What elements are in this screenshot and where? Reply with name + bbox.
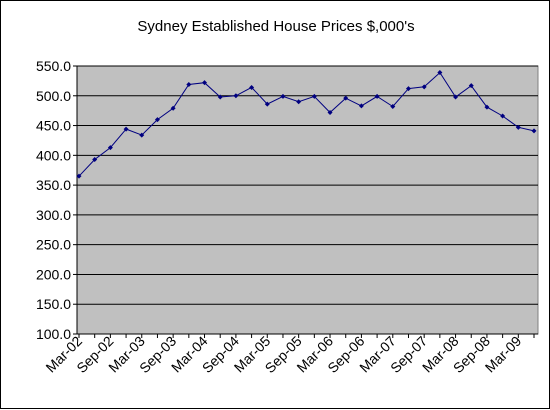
data-point [468,83,474,89]
data-point [421,84,427,90]
x-axis-ticks: Mar-02Sep-02Mar-03Sep-03Mar-04Sep-04Mar-… [42,333,535,376]
data-point [139,132,145,138]
y-axis-ticks: 100.0 150.0 200.0 250.0 300.0 350.0 400.0 450.0… [36,58,77,342]
y-tick-label: 500.0 [36,88,71,104]
y-tick-label: 250.0 [36,237,71,253]
series-layer [76,70,537,179]
grid-lines [76,65,538,335]
data-point [249,84,255,90]
data-point [405,86,411,92]
plot-area [76,65,539,335]
data-point [500,113,506,119]
y-tick-label: 300.0 [36,207,71,223]
data-point [515,124,521,130]
data-point [202,80,208,86]
data-point [358,103,364,109]
data-point [484,104,490,110]
data-point [280,93,286,99]
data-point [123,126,129,132]
data-point [170,105,176,111]
series-line [78,71,535,177]
data-point [453,94,459,100]
chart-title: Sydney Established House Prices $,000's [137,18,414,35]
data-point [76,173,82,179]
y-tick-label: 150.0 [36,296,71,312]
data-point [343,95,349,101]
data-point [296,99,302,105]
x-tick-label: Mar-09 [482,333,525,376]
data-point [217,94,223,100]
data-point [233,93,239,99]
data-point [92,157,98,163]
data-point [374,93,380,99]
y-tick-label: 350.0 [36,177,71,193]
y-tick-label: 200.0 [36,266,71,282]
y-tick-label: 100.0 [36,326,71,342]
data-point [186,81,192,87]
data-point [311,93,317,99]
data-point [107,145,113,151]
data-point [327,109,333,115]
y-tick-label: 400.0 [36,147,71,163]
data-point [531,128,537,134]
data-point [437,70,443,76]
data-point [390,103,396,109]
data-point [154,117,160,123]
data-point [264,101,270,107]
y-tick-label: 450.0 [36,118,71,134]
y-tick-label: 550.0 [36,58,71,74]
